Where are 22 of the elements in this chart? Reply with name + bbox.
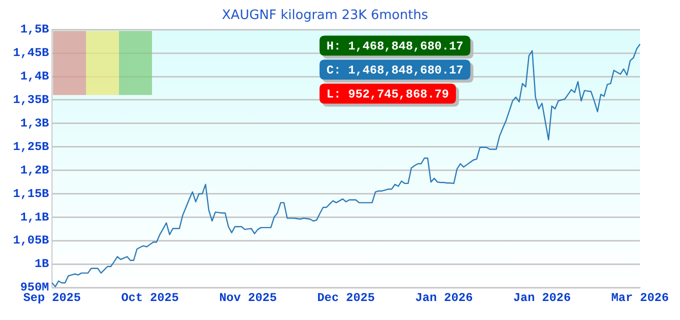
x-tick-label: Nov 2025 [219,290,277,305]
x-tick-label: Dec 2025 [317,290,375,305]
annotation: C: 1,468,848,680.17 [326,64,464,78]
annotation: L: 952,745,868.79 [326,88,449,102]
y-tick-label: 1,15B [12,186,50,201]
y-tick-label: 1,35B [12,92,50,107]
y-tick-label: 1B [34,257,50,272]
x-tick-label: Sep 2025 [23,290,81,305]
x-tick-label: Jan 2026 [415,290,473,305]
x-tick-label: Jan 2026 [513,290,571,305]
chart-title: XAUGNF kilogram 23K 6months [222,8,428,24]
y-tick-label: 1,25B [12,140,50,154]
x-tick-label: Mar 2026 [611,290,669,305]
x-tick-label: Oct 2025 [121,290,179,305]
y-tick-label: 1,05B [12,234,50,248]
y-tick-label: 1,3B [20,116,50,130]
y-tick-label: 1,1B [20,210,50,224]
y-tick-label: 1,4B [20,70,50,84]
y-tick-label: 1,5B [20,22,50,37]
annotation: H: 1,468,848,680.17 [326,40,464,54]
y-tick-label: 1,45B [12,46,50,60]
y-tick-label: 1,2B [20,163,50,178]
